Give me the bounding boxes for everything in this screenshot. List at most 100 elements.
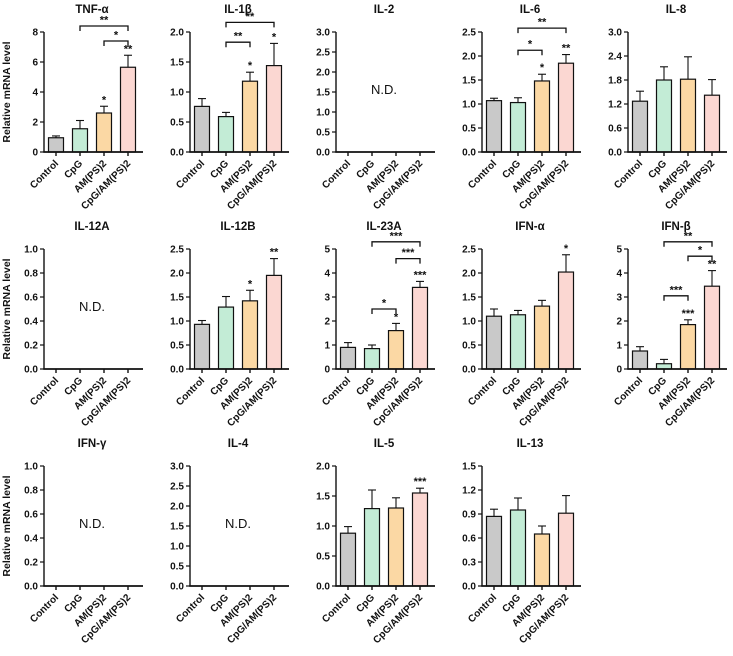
y-tick-label: 1.5 — [170, 293, 184, 304]
bar-cpg — [509, 509, 527, 587]
x-category-label-control: Control — [28, 592, 61, 625]
y-tick-label: 0.0 — [316, 582, 330, 593]
y-tick-label: 5 — [324, 245, 330, 256]
y-tick-label: 2.5 — [316, 48, 330, 59]
y-tick-label: 3 — [324, 293, 330, 304]
y-tick-label: 1.0 — [316, 522, 330, 533]
bar-cpg-am-ps-2 — [265, 274, 283, 370]
y-axis-label: Relative mRNA level — [1, 41, 13, 142]
significance-bracket — [103, 40, 129, 46]
y-tick-label: 0.5 — [316, 552, 330, 563]
bar-cpg-am-ps-2 — [411, 492, 429, 587]
chart-title: IL-5 — [374, 438, 395, 450]
y-tick-label: 1.5 — [170, 58, 184, 69]
x-category-label-control: Control — [466, 592, 499, 625]
y-tick-label: 0 — [616, 365, 622, 376]
significance-stars: ** — [562, 43, 571, 55]
bar-cpg-am-ps-2 — [703, 285, 721, 370]
bracket-stars: ** — [684, 230, 693, 242]
y-tick-label: 1.0 — [462, 317, 476, 328]
y-tick-label: 1.0 — [316, 108, 330, 119]
significance-bracket — [663, 241, 713, 247]
bar-am-ps-2 — [241, 80, 259, 153]
y-tick-label: 0.0 — [608, 148, 622, 159]
y-tick-label: 0.6 — [24, 510, 38, 521]
y-tick-label: 0.5 — [462, 124, 476, 135]
y-tick-label: 1.0 — [170, 317, 184, 328]
chart-title: IL-1β — [224, 4, 251, 16]
y-tick-label: 0.5 — [170, 562, 184, 573]
chart-title: IL-23A — [366, 221, 401, 233]
significance-stars: *** — [414, 269, 428, 281]
y-tick-label: 1.0 — [170, 88, 184, 99]
chart-il-12a: IL-12A Relative mRNA level N.D. 0.0 0.2 0.4 0.… — [0, 217, 146, 434]
bar-cpg-am-ps-2 — [557, 512, 575, 587]
bracket-stars: *** — [670, 284, 684, 296]
y-tick-label: 1.0 — [24, 462, 38, 473]
y-tick-label: 1.5 — [316, 492, 330, 503]
significance-bracket — [395, 257, 421, 264]
bar-control — [47, 137, 65, 153]
bar-am-ps-2 — [387, 329, 405, 370]
chart-title: IL-13 — [517, 438, 544, 450]
y-tick-label: 2 — [32, 118, 38, 129]
significance-bracket — [371, 241, 421, 247]
y-tick-label: 4 — [616, 269, 622, 280]
y-tick-label: 0 — [324, 365, 330, 376]
chart-il-6: IL-6 * ** ** * 0.0 0.5 1.0 1.5 2.0 2.5 Control CpG AM… — [438, 0, 584, 217]
y-tick-label: 1.0 — [170, 542, 184, 553]
chart-ifn-beta: IFN-β *** ** ** * *** 0 1 2 3 4 5 Control CpG AM(PS)2 C… — [584, 217, 730, 434]
bar-control — [485, 515, 503, 587]
not-detected-label: N.D. — [79, 299, 105, 314]
y-tick-label: 0.8 — [24, 269, 38, 280]
y-axis-label: Relative mRNA level — [1, 258, 13, 359]
bracket-stars: ** — [246, 11, 255, 23]
y-tick-label: 0.0 — [462, 365, 476, 376]
y-tick-label: 3.0 — [316, 28, 330, 39]
y-tick-label: 0.0 — [170, 582, 184, 593]
significance-bracket — [663, 295, 689, 301]
y-tick-label: 4 — [324, 269, 330, 280]
y-tick-label: 0.5 — [170, 341, 184, 352]
bar-control — [485, 100, 503, 153]
significance-stars: ** — [708, 259, 717, 271]
y-tick-label: 0.9 — [462, 510, 476, 521]
y-tick-label: 0.0 — [24, 365, 38, 376]
chart-title: IL-6 — [520, 4, 540, 16]
chart-canvas-il-12a: IL-12A Relative mRNA level N.D. 0.0 0.2 0.4 0.… — [1, 221, 143, 429]
y-tick-label: 1.0 — [462, 100, 476, 111]
y-tick-label: 2.5 — [462, 245, 476, 256]
bar-am-ps-2 — [533, 533, 551, 587]
y-tick-label: 0.0 — [170, 365, 184, 376]
y-tick-label: 2 — [616, 317, 622, 328]
y-tick-label: 0.0 — [24, 582, 38, 593]
bar-cpg — [363, 348, 381, 370]
bar-cpg-am-ps-2 — [557, 62, 575, 153]
significance-bracket — [225, 21, 275, 28]
chart-title: IL-8 — [666, 4, 687, 16]
chart-il-5: IL-5 *** 0.0 0.5 1.0 1.5 2.0 Control CpG AM(PS)2 C… — [292, 434, 438, 651]
bar-am-ps-2 — [679, 78, 697, 153]
y-tick-label: 0.6 — [608, 124, 622, 135]
bar-am-ps-2 — [533, 305, 551, 370]
chart-title: TNF-α — [75, 4, 108, 16]
y-tick-label: 0.3 — [462, 558, 476, 569]
y-tick-label: 0.0 — [462, 582, 476, 593]
bar-am-ps-2 — [241, 300, 259, 370]
chart-canvas-ifn-gamma: IFN-γ Relative mRNA level N.D. 0.0 0.2 0.4 0.6… — [1, 438, 143, 646]
bracket-stars: * — [528, 39, 533, 51]
y-tick-label: 3.0 — [170, 462, 184, 473]
y-tick-label: 1.5 — [462, 462, 476, 473]
significance-stars: * — [394, 311, 399, 323]
y-tick-label: 2.0 — [170, 502, 184, 513]
y-tick-label: 4 — [32, 88, 38, 99]
y-tick-label: 0 — [32, 148, 38, 159]
y-tick-label: 1 — [616, 341, 622, 352]
